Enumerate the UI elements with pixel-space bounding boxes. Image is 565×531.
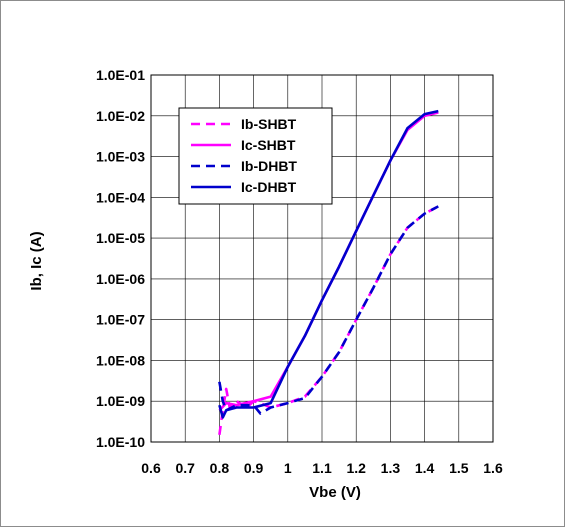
x-axis-label: Vbe (V): [309, 484, 361, 501]
y-tick-label: 1.0E-05: [96, 230, 145, 246]
x-tick-label: 1.1: [312, 460, 332, 476]
legend-label: Ib-DHBT: [241, 158, 297, 174]
y-tick-label: 1.0E-02: [96, 108, 145, 124]
tick-labels: 0.6 0.7 0.8 0.9 1 1.1 1.2 1.3 1.4 1.5 1.6 1.0E-10 1.…: [96, 67, 503, 476]
x-tick-label: 0.7: [175, 460, 195, 476]
series-line-ib-dhbt: [218, 205, 439, 415]
x-tick-label: 1: [284, 460, 292, 476]
legend: Ib-SHBT Ic-SHBT Ib-DHBT Ic-DHBT: [178, 107, 333, 205]
y-tick-label: 1.0E-07: [96, 312, 145, 328]
y-axis-label: Ib, Ic (A): [28, 231, 45, 290]
plot-border: [150, 74, 494, 443]
x-tick-label: 1.4: [415, 460, 435, 476]
x-tick-label: 0.6: [141, 460, 161, 476]
x-tick-label: 0.8: [210, 460, 230, 476]
x-tick-label: 1.3: [381, 460, 401, 476]
y-tick-label: 1.0E-08: [96, 352, 145, 368]
legend-label: Ic-DHBT: [241, 179, 297, 195]
y-tick-label: 1.0E-10: [96, 434, 145, 450]
y-tick-label: 1.0E-04: [96, 189, 145, 205]
axes: [150, 74, 494, 443]
y-tick-label: 1.0E-06: [96, 271, 145, 287]
legend-label: Ic-SHBT: [241, 137, 296, 153]
series-lines: [218, 109, 439, 435]
x-tick-label: 0.9: [244, 460, 264, 476]
x-tick-label: 1.5: [449, 460, 469, 476]
y-tick-label: 1.0E-09: [96, 393, 145, 409]
x-tick-label: 1.2: [346, 460, 366, 476]
series-line-ic-dhbt: [218, 109, 439, 419]
y-tick-label: 1.0E-01: [96, 67, 145, 83]
legend-label: Ib-SHBT: [241, 116, 297, 132]
x-tick-label: 1.6: [483, 460, 503, 476]
y-tick-label: 1.0E-03: [96, 149, 145, 165]
